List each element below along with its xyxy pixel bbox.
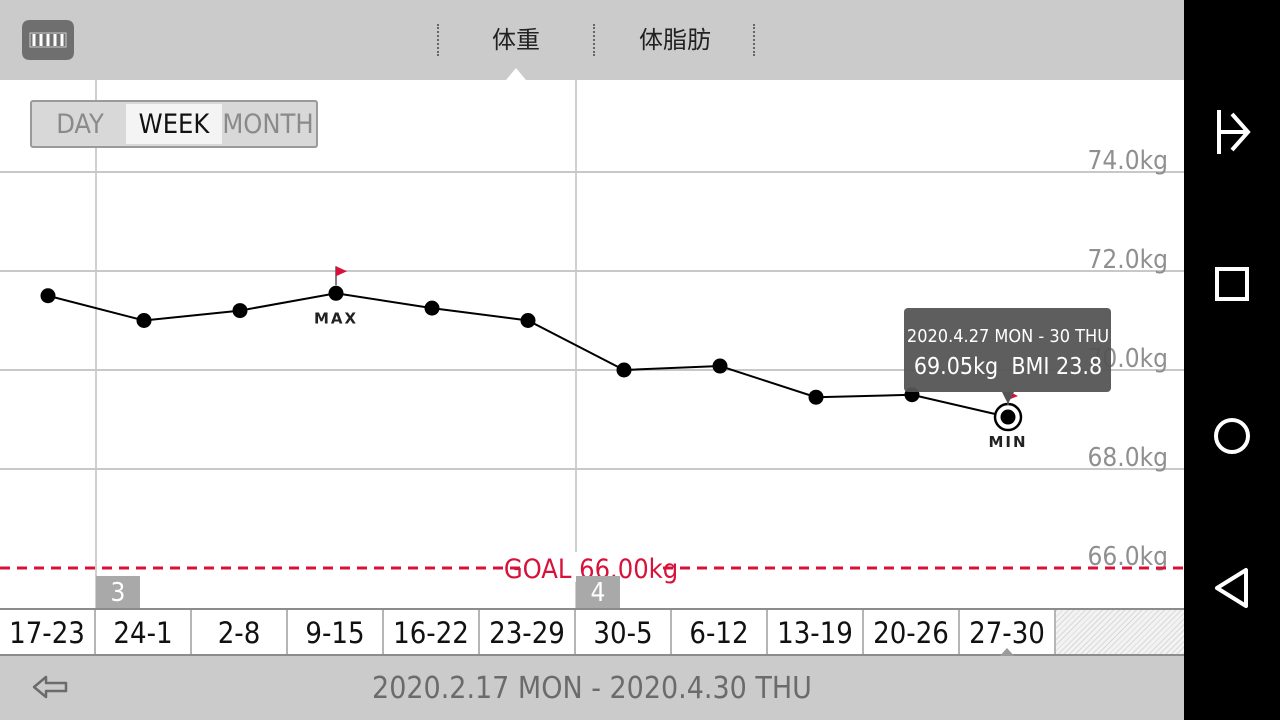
y-tick-label: 74.0kg (1088, 146, 1168, 176)
tab-divider (753, 24, 755, 56)
scale-icon[interactable] (22, 20, 74, 60)
data-point (1000, 409, 1016, 425)
week-cell[interactable]: 9-15 (288, 610, 384, 654)
data-point (232, 303, 248, 319)
top-bar: 体重 体脂肪 (0, 0, 1184, 80)
data-point (808, 389, 824, 405)
back-arrow-icon[interactable] (30, 672, 70, 702)
home-circle-icon[interactable] (1184, 406, 1280, 466)
week-cell[interactable]: 6-12 (672, 610, 768, 654)
tab-weight[interactable]: 体重 (492, 26, 540, 54)
month-marker: 4 (576, 576, 620, 608)
period-week-button[interactable]: WEEK (126, 104, 222, 144)
tooltip-value: 69.05kg BMI 23.8 (914, 354, 1102, 380)
data-point (136, 313, 152, 328)
tooltip-date: 2020.4.27 MON - 30 THU (907, 326, 1109, 347)
week-cell[interactable]: 16-22 (384, 610, 480, 654)
week-axis: 17-23 24-1 2-8 9-15 16-22 23-29 30-5 6-1… (0, 608, 1184, 656)
tab-divider (593, 24, 595, 56)
app-screen: 体重 体脂肪 74.0kg 72.0kg 70.0kg 68.0kg 66.0kg GOA… (0, 0, 1184, 720)
max-flag-icon (336, 266, 347, 277)
tab-body-fat[interactable]: 体脂肪 (639, 26, 711, 54)
system-nav-bar (1184, 0, 1280, 720)
week-cell-selected[interactable]: 27-30 (960, 610, 1056, 654)
tooltip-pointer (1002, 392, 1014, 404)
period-month-button[interactable]: MONTH (222, 109, 314, 140)
data-point (520, 313, 536, 328)
min-label: MIN (988, 433, 1027, 451)
week-cell[interactable]: 13-19 (768, 610, 864, 654)
tab-divider (437, 24, 439, 56)
week-cell[interactable]: 30-5 (576, 610, 672, 654)
data-point (712, 358, 728, 374)
week-cell[interactable]: 2-8 (192, 610, 288, 654)
date-range-label: 2020.2.17 MON - 2020.4.30 THU (372, 671, 812, 706)
period-selector: DAY WEEK MONTH (30, 100, 318, 148)
week-cell[interactable]: 24-1 (96, 610, 192, 654)
data-point (328, 285, 344, 301)
selected-point-tooltip: 2020.4.27 MON - 30 THU 69.05kg BMI 23.8 (904, 308, 1111, 404)
data-point (424, 300, 440, 316)
weight-series-line (47, 292, 1009, 418)
max-label: MAX (314, 309, 358, 327)
y-tick-label: 72.0kg (1088, 245, 1168, 275)
selected-week-pointer (998, 648, 1016, 658)
week-cell[interactable]: 23-29 (480, 610, 576, 654)
back-triangle-icon[interactable] (1184, 558, 1280, 618)
tooltip-bg (904, 308, 1111, 392)
week-cell[interactable]: 20-26 (864, 610, 960, 654)
active-tab-pointer (506, 68, 526, 80)
y-tick-label: 68.0kg (1088, 443, 1168, 473)
period-day-button[interactable]: DAY (56, 109, 104, 140)
month-marker: 3 (96, 576, 140, 608)
bottom-bar (0, 656, 1184, 720)
data-point (616, 362, 632, 378)
pin-icon[interactable] (1184, 102, 1280, 162)
data-point (40, 288, 56, 304)
recents-square-icon[interactable] (1184, 254, 1280, 314)
week-cell[interactable]: 17-23 (0, 610, 96, 654)
